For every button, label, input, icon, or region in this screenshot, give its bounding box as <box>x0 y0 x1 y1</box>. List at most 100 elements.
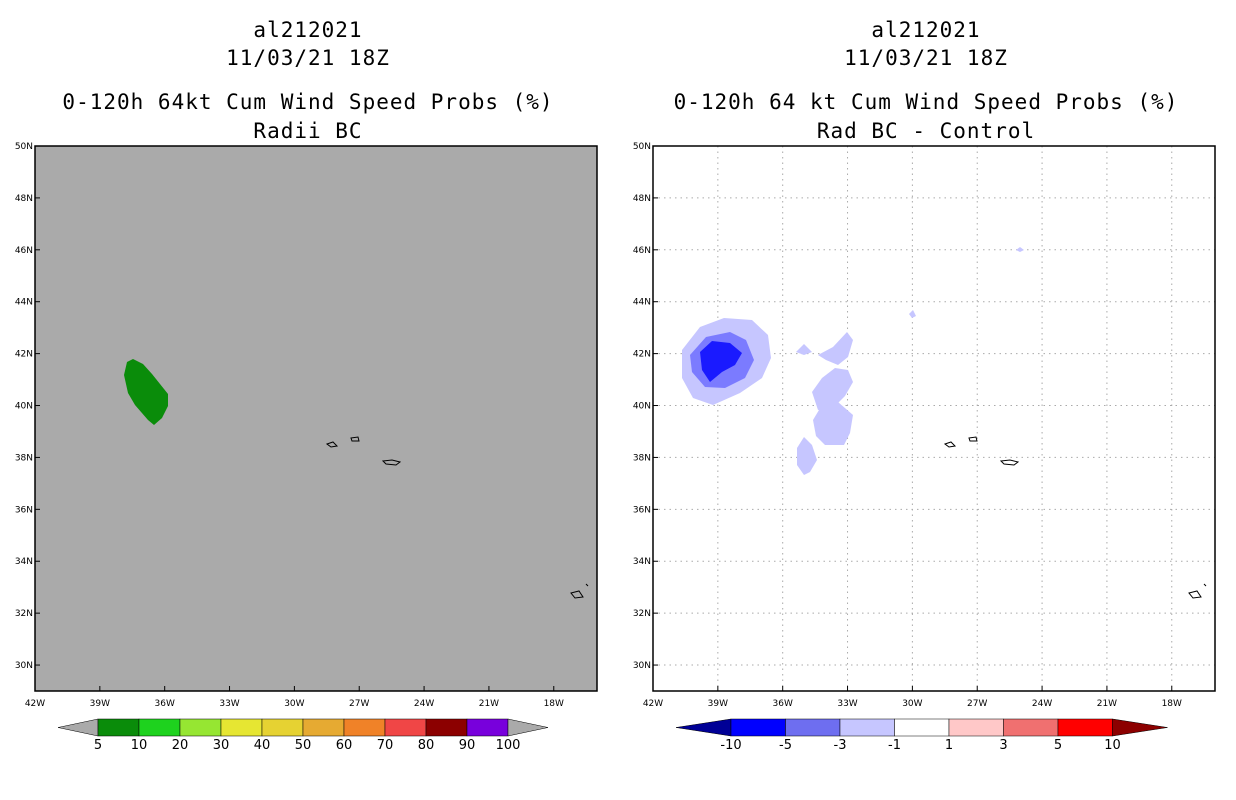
madeira-island <box>570 583 589 599</box>
colorbar-min-arrow <box>675 718 732 737</box>
x-tick-label: 42W <box>643 699 663 709</box>
colorbar-swatch <box>138 718 181 737</box>
colorbar-swatch <box>1003 718 1059 737</box>
y-tick-label: 34N <box>633 557 651 567</box>
x-tick-label: 33W <box>219 699 239 709</box>
y-tick-label: 48N <box>633 194 651 204</box>
colorbar-swatch <box>894 718 950 737</box>
colorbar-label: 10 <box>131 738 148 753</box>
colorbar-swatch <box>179 718 222 737</box>
right-axes: 42W 39W 36W 33W 30W 27W 24W 21W 18W 50N 48N 46N 44N 4… <box>633 142 1182 709</box>
right-chart-subtitle: Rad BC - Control <box>816 119 1036 143</box>
diff-neg1-area-7 <box>909 310 916 318</box>
azores-island-central <box>350 436 360 442</box>
colorbar-label: 5 <box>94 738 102 753</box>
x-tick-label: 24W <box>414 699 434 709</box>
right-map-features <box>682 247 1207 599</box>
y-tick-label: 38N <box>15 453 33 463</box>
colorbar-swatch <box>97 718 140 737</box>
right-map-background <box>653 146 1215 691</box>
left-chart-title: 0-120h 64kt Cum Wind Speed Probs (%) <box>62 90 554 114</box>
colorbar-swatch <box>466 718 509 737</box>
y-tick-label: 42N <box>633 350 651 360</box>
x-tick-label: 33W <box>837 699 857 709</box>
right-storm-id: al212021 <box>871 18 981 42</box>
right-colorbar: -10 -5 -3 -1 1 3 5 10 <box>675 718 1168 753</box>
colorbar-label: 50 <box>295 738 312 753</box>
madeira-island-r <box>1188 583 1207 599</box>
left-storm-id: al212021 <box>253 18 363 42</box>
colorbar-label: -5 <box>779 738 792 753</box>
colorbar-max-arrow <box>507 718 549 737</box>
colorbar-label: 90 <box>459 738 476 753</box>
y-tick-label: 30N <box>15 661 33 671</box>
colorbar-label: -3 <box>834 738 847 753</box>
x-tick-label: 39W <box>708 699 728 709</box>
right-datetime: 11/03/21 18Z <box>844 46 1008 70</box>
x-tick-label: 18W <box>1162 699 1182 709</box>
diff-neg1-area-3 <box>818 332 853 365</box>
azores-island-central-r <box>968 436 978 442</box>
left-map-features <box>124 359 589 599</box>
colorbar-label: 20 <box>172 738 189 753</box>
y-tick-label: 46N <box>15 246 33 256</box>
colorbar-label: 5 <box>1054 738 1062 753</box>
azores-island-east <box>381 459 402 466</box>
left-map-background <box>35 146 597 691</box>
colorbar-max-arrow <box>1112 718 1168 737</box>
left-map-frame <box>34 145 598 692</box>
y-tick-label: 32N <box>633 609 651 619</box>
colorbar-label: 70 <box>377 738 394 753</box>
left-map-chart: 42W 39W 36W 33W 30W 27W 24W 21W 18W 50N 48N 46N 44N 4… <box>15 142 598 753</box>
y-tick-label: 42N <box>15 350 33 360</box>
colorbar-swatch <box>343 718 386 737</box>
y-tick-label: 32N <box>15 609 33 619</box>
azores-island-west-r <box>943 441 957 448</box>
colorbar-swatch <box>425 718 468 737</box>
colorbar-label: -10 <box>720 738 741 753</box>
colorbar-label: 10 <box>1104 738 1121 753</box>
left-colorbar: 5 10 20 30 40 50 60 70 80 90 100 <box>57 718 549 753</box>
x-tick-label: 36W <box>155 699 175 709</box>
diff-neg1-area-8 <box>1016 247 1024 252</box>
x-tick-label: 21W <box>1097 699 1117 709</box>
left-datetime: 11/03/21 18Z <box>226 46 390 70</box>
right-chart-title: 0-120h 64 kt Cum Wind Speed Probs (%) <box>673 90 1179 114</box>
x-tick-label: 42W <box>25 699 45 709</box>
x-tick-label: 30W <box>284 699 304 709</box>
colorbar-min-arrow <box>57 718 99 737</box>
colorbar-swatch <box>261 718 304 737</box>
colorbar-swatch <box>839 718 895 737</box>
y-tick-label: 30N <box>633 661 651 671</box>
diff-neg5-area-main <box>700 341 742 382</box>
x-tick-label: 39W <box>90 699 110 709</box>
y-tick-label: 36N <box>633 505 651 515</box>
diff-neg1-area-5 <box>813 402 853 445</box>
colorbar-label: 100 <box>496 738 521 753</box>
x-tick-label: 27W <box>967 699 987 709</box>
azores-island-west <box>325 441 339 448</box>
left-axes: 42W 39W 36W 33W 30W 27W 24W 21W 18W 50N 48N 46N 44N 4… <box>15 142 564 709</box>
y-tick-label: 34N <box>15 557 33 567</box>
x-tick-label: 30W <box>902 699 922 709</box>
right-map-frame <box>652 145 1216 692</box>
y-tick-label: 50N <box>15 142 33 152</box>
colorbar-swatch <box>220 718 263 737</box>
x-tick-label: 21W <box>479 699 499 709</box>
colorbar-swatch <box>302 718 345 737</box>
y-tick-label: 48N <box>15 194 33 204</box>
colorbar-swatch <box>948 718 1004 737</box>
x-tick-label: 24W <box>1032 699 1052 709</box>
azores-island-east-r <box>999 459 1020 466</box>
diff-neg1-area-6 <box>797 437 817 475</box>
left-chart-subtitle: Radii BC <box>253 119 363 143</box>
colorbar-label: 80 <box>418 738 435 753</box>
colorbar-label: -1 <box>888 738 901 753</box>
y-tick-label: 44N <box>15 298 33 308</box>
colorbar-label: 30 <box>213 738 230 753</box>
colorbar-swatch <box>785 718 841 737</box>
y-tick-label: 38N <box>633 453 651 463</box>
colorbar-label: 1 <box>945 738 953 753</box>
y-tick-label: 40N <box>633 402 651 412</box>
y-tick-label: 44N <box>633 298 651 308</box>
